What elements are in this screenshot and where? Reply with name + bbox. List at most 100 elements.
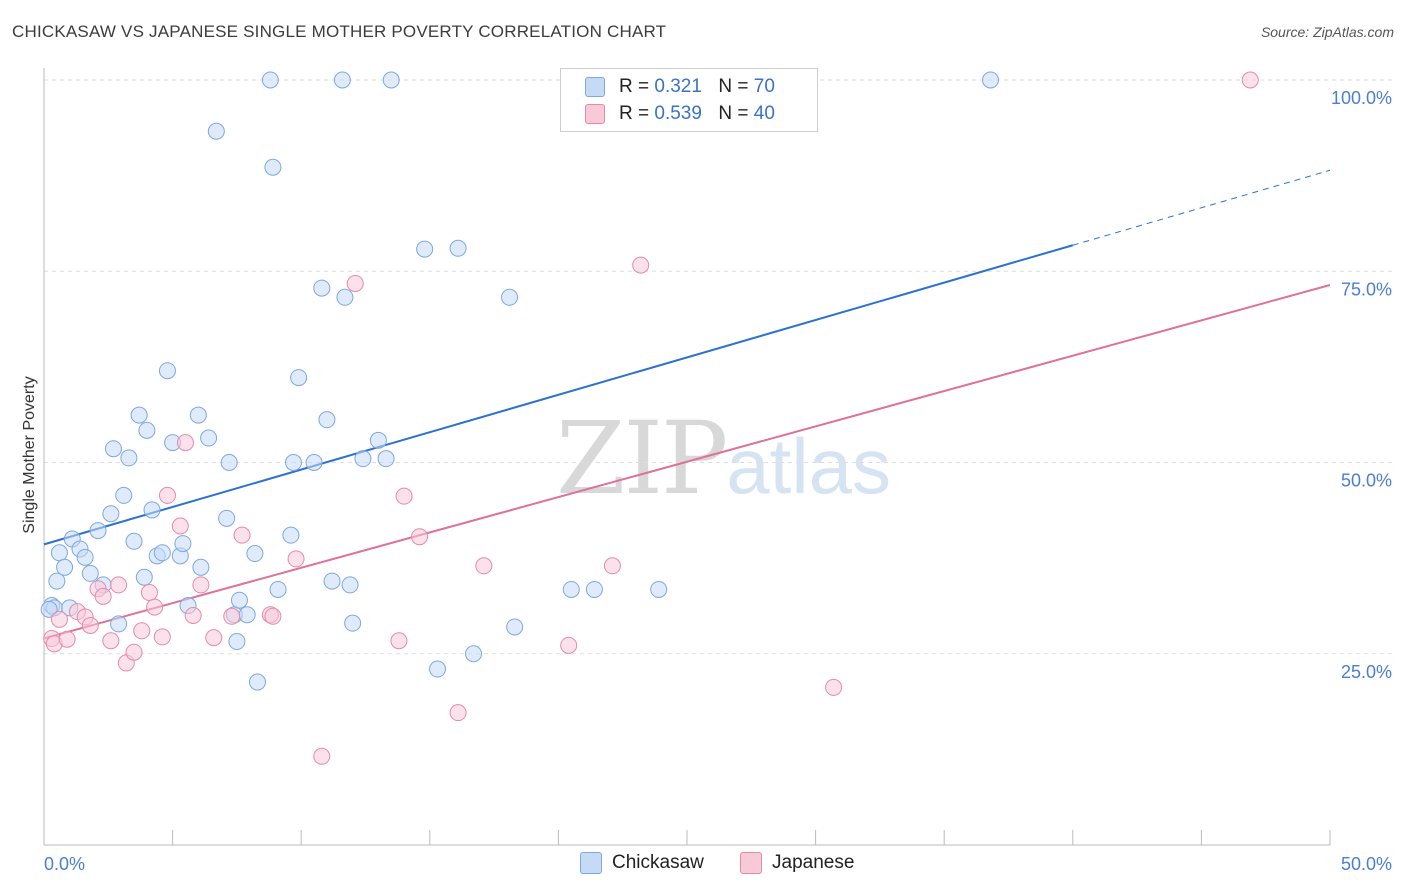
chickasaw-point: [120, 449, 138, 467]
chickasaw-point: [89, 522, 107, 540]
series-legend-chickasaw: Chickasaw: [580, 852, 704, 874]
japanese-point: [223, 607, 241, 625]
chickasaw-point: [333, 71, 351, 89]
chickasaw-point: [135, 568, 153, 586]
chickasaw-point: [115, 486, 133, 504]
chickasaw-point: [382, 71, 400, 89]
chickasaw-point: [200, 429, 218, 447]
chickasaw-point: [354, 450, 372, 468]
japanese-point: [110, 576, 128, 594]
chickasaw-point: [218, 509, 236, 527]
japanese-point: [233, 526, 251, 544]
chart-title: CHICKASAW VS JAPANESE SINGLE MOTHER POVE…: [12, 22, 667, 41]
chickasaw-point: [465, 645, 483, 663]
grid-lines: [44, 79, 1392, 655]
y-tick-label: 75.0%: [1341, 279, 1392, 299]
chickasaw-point: [369, 431, 387, 449]
chickasaw-point: [506, 618, 524, 636]
japanese-point: [58, 630, 76, 648]
correlation-legend: R = 0.321 N = 70 R = 0.539 N = 40: [560, 68, 818, 132]
chickasaw-point: [158, 362, 176, 380]
chickasaw-point: [261, 71, 279, 89]
legend-row-japanese: R = 0.539 N = 40: [585, 101, 775, 127]
chickasaw-point: [238, 606, 256, 624]
japanese-point: [264, 607, 282, 625]
japanese-point: [50, 610, 68, 628]
chickasaw-point: [246, 545, 264, 563]
legend-row-chickasaw: R = 0.321 N = 70: [585, 74, 775, 100]
series-label-chickasaw: Chickasaw: [612, 852, 704, 873]
chickasaw-point: [143, 501, 161, 519]
chickasaw-point: [313, 279, 331, 297]
chickasaw-point: [341, 576, 359, 594]
y-axis-title: Single Mother Poverty: [21, 376, 38, 533]
chickasaw-point: [336, 288, 354, 306]
chickasaw-point: [207, 122, 225, 140]
japanese-point: [146, 598, 164, 616]
japanese-point: [102, 632, 120, 650]
chickasaw-trend-line: [43, 244, 1074, 546]
japanese-point: [133, 622, 151, 640]
japanese-point: [825, 678, 843, 696]
chickasaw-point: [429, 660, 447, 678]
japanese-point: [184, 607, 202, 624]
chickasaw-point: [269, 580, 287, 598]
chickasaw-point: [153, 544, 171, 562]
japanese-point: [346, 274, 364, 292]
chickasaw-point: [562, 580, 580, 598]
japanese-point: [153, 628, 171, 646]
chickasaw-point: [220, 454, 238, 471]
series-legend-japanese: Japanese: [740, 852, 854, 874]
japanese-point: [395, 487, 413, 505]
chickasaw-point: [981, 71, 999, 89]
series-swatch-japanese: [740, 852, 762, 874]
chickasaw-point: [102, 505, 120, 523]
x-ticks: [43, 830, 1331, 845]
chickasaw-point: [50, 544, 68, 562]
japanese-point: [125, 643, 143, 661]
chickasaw-point: [189, 406, 207, 424]
x-tick-label-max: 50.0%: [1341, 854, 1392, 874]
chart-source: Source: ZipAtlas.com: [1260, 24, 1394, 40]
chickasaw-point: [264, 158, 282, 176]
watermark: ZIPatlas: [556, 400, 891, 517]
chickasaw-points: [40, 71, 999, 691]
chickasaw-point: [40, 600, 58, 618]
chickasaw-point: [81, 564, 99, 582]
japanese-point: [176, 434, 194, 452]
chickasaw-point: [228, 633, 246, 651]
chickasaw-point: [305, 454, 323, 471]
chickasaw-point: [76, 548, 94, 566]
japanese-point: [411, 528, 429, 546]
chickasaw-point: [650, 580, 668, 598]
chickasaw-point: [48, 572, 66, 590]
chickasaw-point: [585, 580, 603, 598]
series-legend: Chickasaw Japanese: [0, 852, 1406, 878]
japanese-point: [94, 587, 112, 605]
axes: [43, 68, 1330, 846]
chickasaw-point: [290, 369, 308, 387]
chickasaw-point: [501, 288, 519, 306]
legend-n-label: N =: [718, 76, 749, 97]
legend-swatch-chickasaw: [585, 77, 605, 97]
chickasaw-point: [110, 615, 128, 633]
chickasaw-point: [230, 591, 248, 609]
japanese-points: [43, 71, 1259, 765]
japanese-point: [205, 629, 223, 647]
chickasaw-point: [192, 558, 210, 576]
y-tick-labels: 100.0% 75.0% 50.0% 25.0%: [1331, 88, 1392, 682]
legend-n-value: 70: [753, 76, 775, 97]
japanese-trend-line: [43, 284, 1331, 640]
legend-r-value: 0.539: [654, 103, 702, 124]
chickasaw-point: [56, 558, 74, 576]
japanese-point: [81, 616, 99, 634]
japanese-point: [475, 557, 493, 575]
japanese-point: [560, 636, 578, 654]
chickasaw-point: [449, 239, 467, 257]
japanese-point: [449, 704, 467, 722]
japanese-point: [140, 584, 158, 602]
y-tick-label: 100.0%: [1331, 88, 1392, 108]
legend-n-label: N =: [718, 103, 749, 124]
japanese-point: [1241, 71, 1259, 89]
japanese-point: [603, 557, 621, 575]
